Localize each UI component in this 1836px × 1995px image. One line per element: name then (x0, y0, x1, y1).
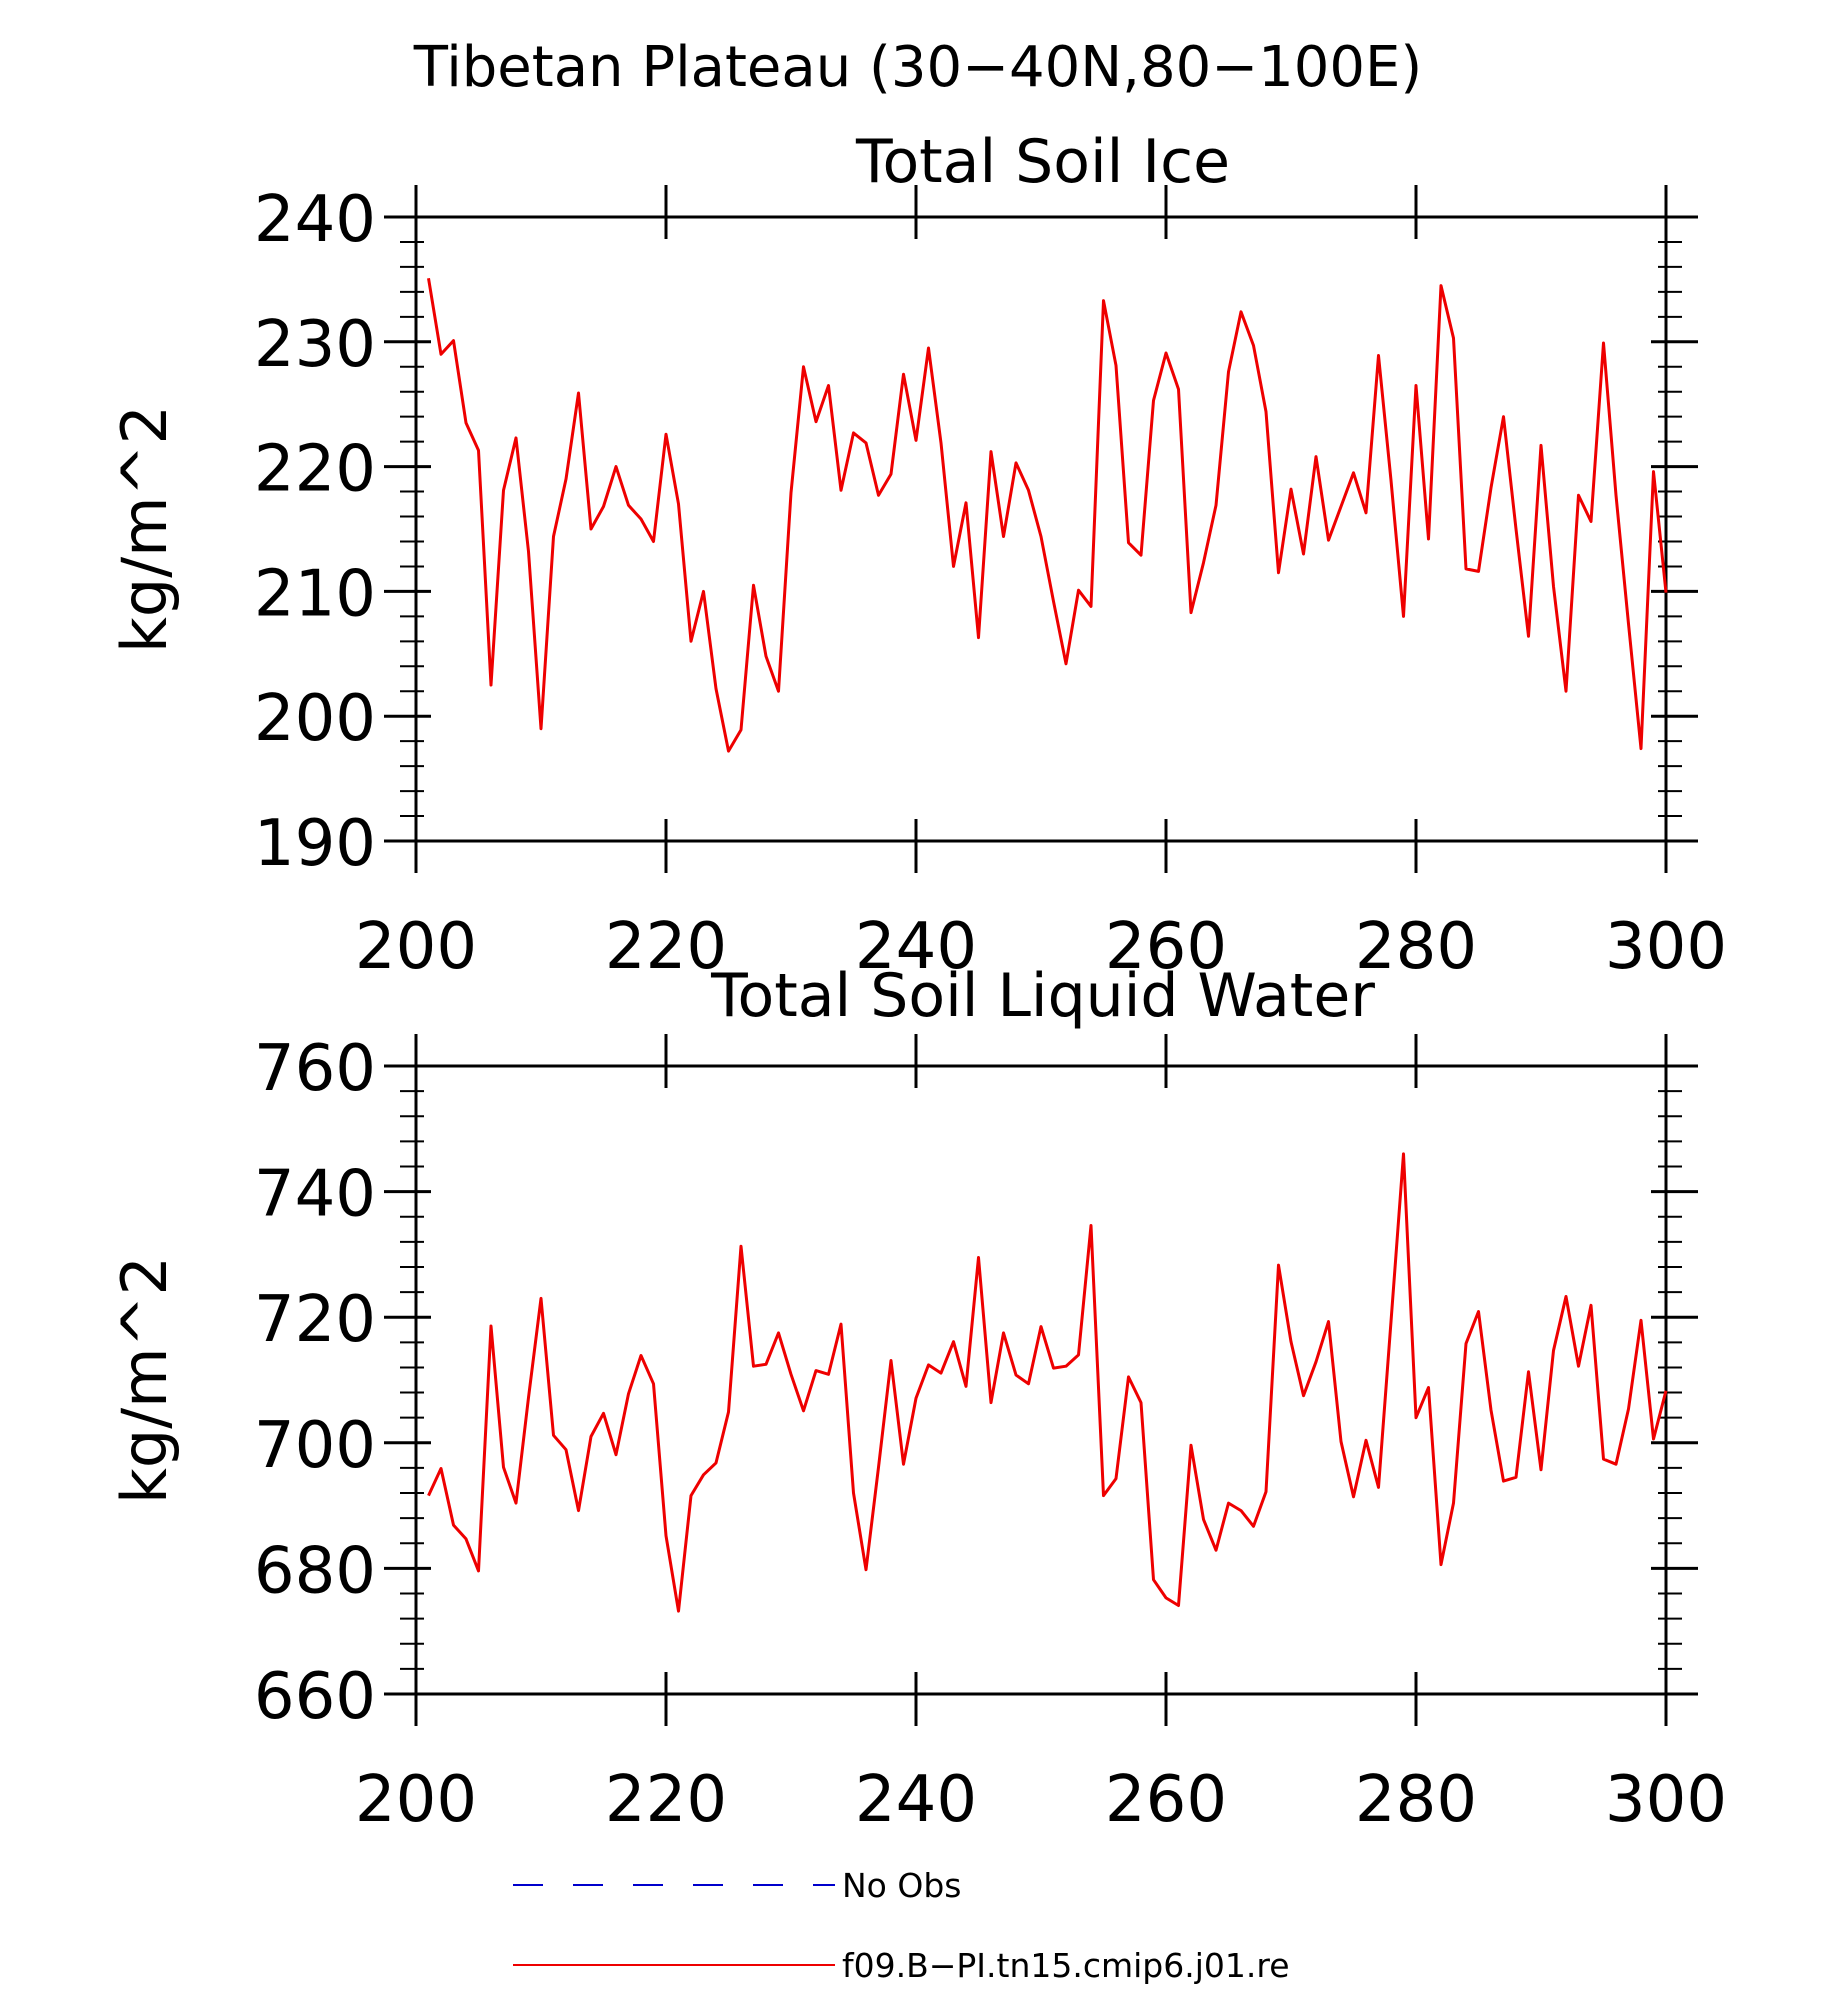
y-tick-labels-soil-ice: 190 200 210 220 230 240 (254, 183, 376, 881)
x-tick-label: 240 (855, 910, 977, 984)
y-tick-label: 660 (254, 1660, 376, 1734)
plot-frame-soil-liquid-water (414, 1064, 1668, 1696)
axis-ticks-soil-liquid-water (384, 1034, 1698, 1726)
series-line-soil-liquid-water (427, 1152, 1668, 1613)
series-line-soil-ice (427, 277, 1668, 753)
soil-ice-panel: Total Soil Ice kg/m^2 190 200 210 220 230 240… (108, 127, 1727, 984)
y-axis-label-soil-ice: kg/m^2 (108, 405, 181, 653)
panel-title-soil-ice: Total Soil Ice (855, 127, 1230, 197)
y-tick-label: 200 (254, 682, 376, 756)
legend-model-label: f09.B−PI.tn15.cmip6.j01.re (842, 1946, 1290, 1985)
x-tick-label: 220 (605, 910, 727, 984)
x-tick-label: 260 (1105, 910, 1227, 984)
legend: No Obs f09.B−PI.tn15.cmip6.j01.re (513, 1866, 1290, 1985)
x-tick-label: 220 (605, 1763, 727, 1837)
figure-title: Tibetan Plateau (30−40N,80−100E) (413, 35, 1423, 100)
y-tick-label: 220 (254, 433, 376, 507)
x-tick-label: 200 (355, 910, 477, 984)
y-tick-label: 680 (254, 1534, 376, 1608)
panel-title-soil-liquid-water: Total Soil Liquid Water (710, 961, 1375, 1031)
x-tick-label: 300 (1605, 910, 1727, 984)
y-tick-labels-soil-liquid-water: 660 680 700 720 740 760 (254, 1032, 376, 1734)
y-tick-label: 210 (254, 557, 376, 631)
plot-frame-soil-ice (414, 215, 1668, 843)
x-tick-labels-soil-ice: 200 220 240 260 280 300 (355, 910, 1727, 984)
y-tick-label: 230 (254, 308, 376, 382)
y-tick-label: 720 (254, 1283, 376, 1357)
x-tick-label: 280 (1355, 910, 1477, 984)
x-tick-label: 260 (1105, 1763, 1227, 1837)
x-tick-label: 280 (1355, 1763, 1477, 1837)
x-tick-label: 240 (855, 1763, 977, 1837)
y-tick-label: 700 (254, 1409, 376, 1483)
x-tick-label: 200 (355, 1763, 477, 1837)
legend-obs-label: No Obs (842, 1866, 961, 1905)
axis-ticks-soil-ice (384, 185, 1698, 873)
y-axis-label-soil-liquid-water: kg/m^2 (108, 1256, 181, 1504)
y-tick-label: 190 (254, 807, 376, 881)
y-tick-label: 240 (254, 183, 376, 257)
y-tick-label: 760 (254, 1032, 376, 1106)
y-tick-label: 740 (254, 1158, 376, 1232)
x-tick-label: 300 (1605, 1763, 1727, 1837)
soil-liquid-water-panel: Total Soil Liquid Water kg/m^2 660 680 700… (108, 961, 1727, 1837)
x-tick-labels-soil-liquid-water: 200 220 240 260 280 300 (355, 1763, 1727, 1837)
